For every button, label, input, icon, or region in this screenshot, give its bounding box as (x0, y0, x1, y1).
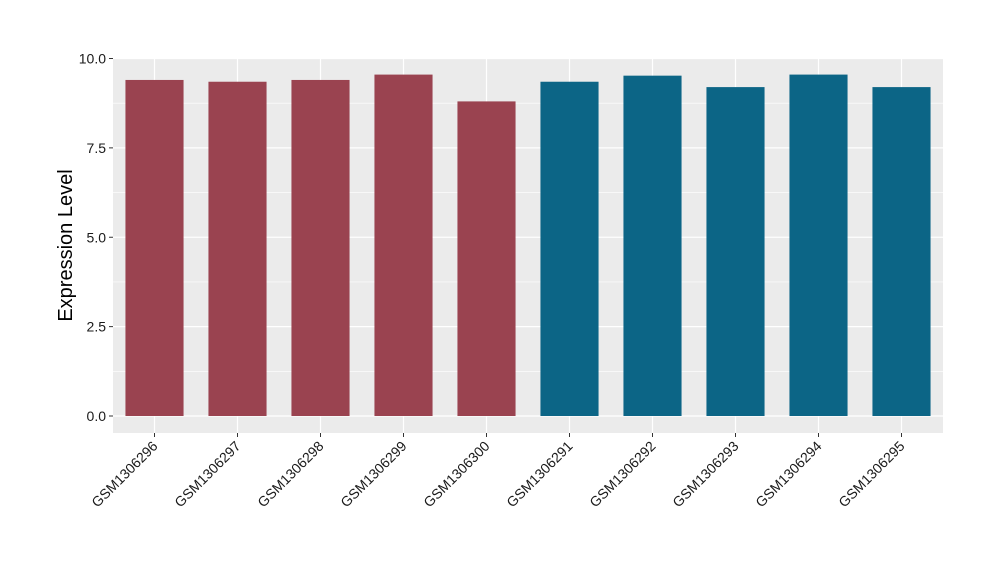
bar-GSM1306295 (872, 87, 931, 416)
x-axis: GSM1306296 GSM1306297 GSM1306298 GSM1306299… (88, 433, 908, 510)
x-tick-label: GSM1306295 (835, 438, 908, 511)
bar-GSM1306292 (623, 75, 682, 416)
bars-group (125, 74, 931, 417)
y-tick-label: 2.5 (87, 319, 107, 335)
x-tick-label: GSM1306300 (420, 438, 493, 511)
y-tick-label: 10.0 (79, 51, 106, 67)
bar-GSM1306296 (125, 79, 184, 416)
bar-GSM1306299 (374, 74, 433, 417)
x-tick-label: GSM1306299 (337, 438, 410, 511)
bar-GSM1306297 (208, 81, 267, 417)
x-tick-label: GSM1306297 (171, 438, 244, 511)
bar-GSM1306294 (789, 74, 848, 417)
x-tick-label: GSM1306298 (254, 438, 327, 511)
y-axis-title: Expression Level (55, 169, 77, 321)
x-tick-label: GSM1306293 (669, 438, 742, 511)
x-tick-label: GSM1306296 (88, 438, 161, 511)
x-tick-label: GSM1306294 (752, 438, 825, 511)
y-tick-label: 5.0 (87, 229, 107, 245)
x-tick-label: GSM1306291 (503, 438, 576, 511)
bar-GSM1306291 (540, 81, 599, 417)
bar-GSM1306293 (706, 87, 765, 416)
y-tick-label: 0.0 (87, 408, 107, 424)
bar-GSM1306298 (291, 79, 350, 416)
bar-GSM1306300 (457, 101, 516, 417)
x-tick-label: GSM1306292 (586, 438, 659, 511)
y-axis: 0.0 2.5 5.0 7.5 10.0 (79, 51, 113, 424)
y-tick-label: 7.5 (87, 140, 107, 156)
